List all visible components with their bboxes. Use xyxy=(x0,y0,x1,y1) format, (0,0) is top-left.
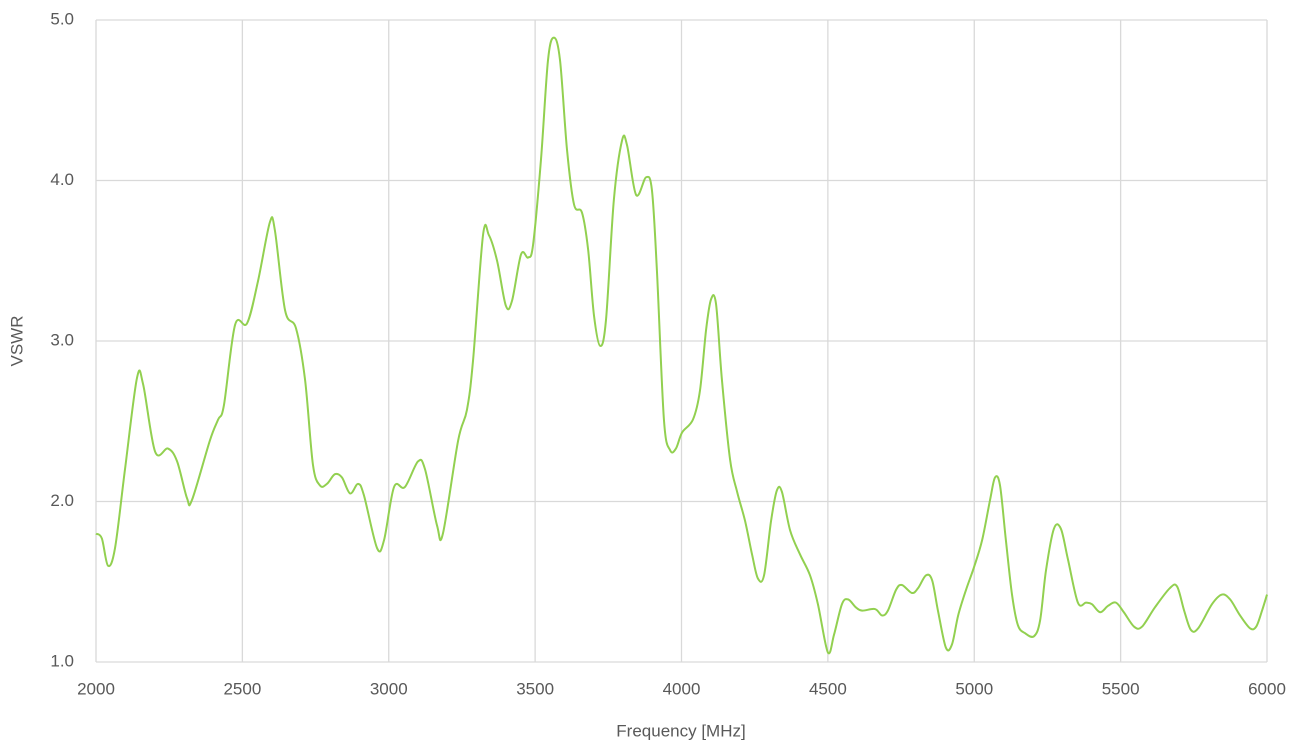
x-tick-label: 5000 xyxy=(955,679,993,698)
x-tick-label: 3500 xyxy=(516,679,554,698)
y-tick-label: 1.0 xyxy=(50,651,74,670)
x-tick-label: 4500 xyxy=(809,679,847,698)
y-tick-label: 3.0 xyxy=(50,330,74,349)
x-tick-label: 6000 xyxy=(1248,679,1286,698)
x-tick-label: 3000 xyxy=(370,679,408,698)
y-tick-label: 2.0 xyxy=(50,491,74,510)
y-tick-label: 5.0 xyxy=(50,9,74,28)
y-tick-label: 4.0 xyxy=(50,170,74,189)
data-line xyxy=(95,36,1268,655)
x-tick-label: 2500 xyxy=(223,679,261,698)
x-tick-label: 4000 xyxy=(663,679,701,698)
x-tick-label: 2000 xyxy=(77,679,115,698)
x-tick-label: 5500 xyxy=(1102,679,1140,698)
x-axis-label: Frequency [MHz] xyxy=(616,721,745,740)
y-axis-label: VSWR xyxy=(7,316,26,367)
